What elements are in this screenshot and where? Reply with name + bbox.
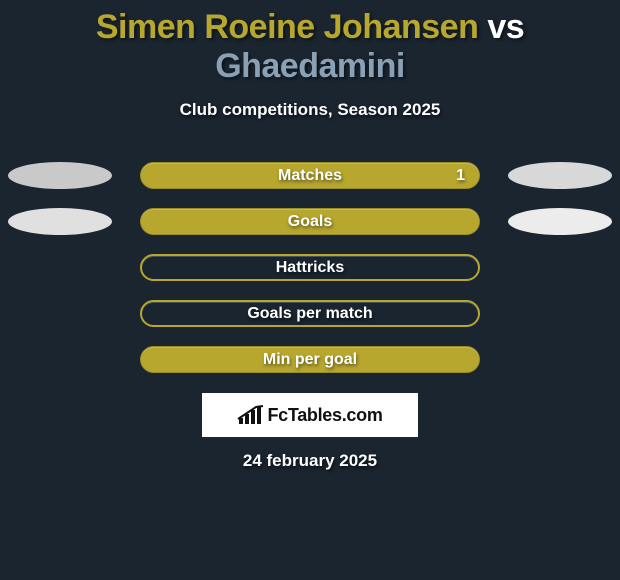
branding-text: FcTables.com — [267, 405, 382, 426]
stat-value-right: 1 — [456, 167, 465, 185]
stat-bar: Min per goal — [140, 346, 480, 373]
stat-bar: Goals — [140, 208, 480, 235]
left-value-bubble — [8, 162, 112, 189]
left-value-bubble — [8, 208, 112, 235]
stat-label: Matches — [278, 167, 342, 185]
right-value-bubble — [508, 208, 612, 235]
stat-label: Min per goal — [263, 351, 357, 369]
vs-text: vs — [487, 8, 524, 46]
footer-date: 24 february 2025 — [0, 451, 620, 471]
stat-label: Hattricks — [276, 259, 344, 277]
right-value-bubble — [508, 162, 612, 189]
stat-row: Goals per match — [0, 300, 620, 327]
branding-logo: FcTables.com — [237, 404, 382, 426]
player2-name: Ghaedamini — [215, 47, 405, 85]
chart-icon — [237, 404, 265, 426]
stat-bar: Goals per match — [140, 300, 480, 327]
stats-list: Matches 1 Goals Hattricks Goals per match Min… — [0, 162, 620, 373]
stat-row: Hattricks — [0, 254, 620, 281]
branding-box: FcTables.com — [202, 393, 418, 437]
stat-row: Goals — [0, 208, 620, 235]
stat-bar: Hattricks — [140, 254, 480, 281]
stat-label: Goals — [288, 213, 332, 231]
comparison-title: Simen Roeine Johansen vs Ghaedamini — [0, 0, 620, 86]
player1-name: Simen Roeine Johansen — [96, 8, 479, 46]
stat-row: Matches 1 — [0, 162, 620, 189]
subtitle: Club competitions, Season 2025 — [0, 100, 620, 120]
stat-row: Min per goal — [0, 346, 620, 373]
stat-bar: Matches 1 — [140, 162, 480, 189]
stat-label: Goals per match — [247, 305, 372, 323]
